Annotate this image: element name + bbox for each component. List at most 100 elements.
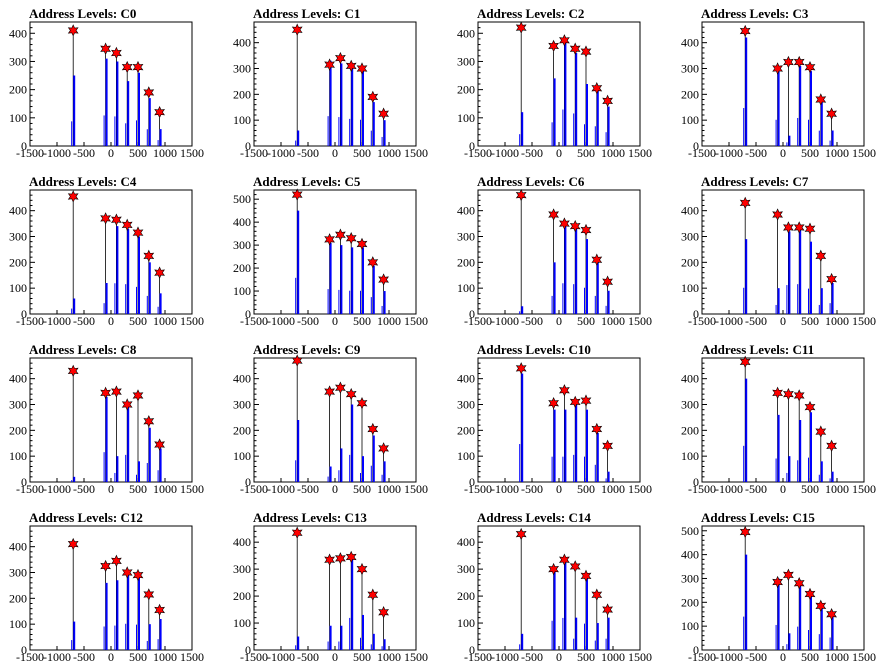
- x-tick-label: 500: [129, 482, 147, 496]
- histogram-svg: Address Levels: C3 0 100 200 300 400 -1500 -100…: [681, 6, 876, 160]
- x-tick-label: -1500: [240, 314, 268, 328]
- peak-marker-star: [121, 218, 133, 232]
- x-tick-label: -500: [297, 146, 319, 160]
- peak-marker-star: [783, 387, 794, 401]
- x-tick-label: -1000: [491, 314, 519, 328]
- histogram-svg: Address Levels: C4 0 100 200 300 400 -1500 -100…: [9, 174, 204, 328]
- y-tick-label: 200: [9, 255, 27, 269]
- x-tick-label: -1000: [43, 314, 71, 328]
- x-tick-label: -500: [73, 314, 95, 328]
- peak-marker-star: [324, 233, 335, 246]
- chart-title: Address Levels: C5: [253, 174, 361, 189]
- peak-marker-star: [569, 395, 581, 409]
- histogram-panel: Address Levels: C12 0 100 200 300 400 -1500 -10…: [0, 504, 224, 672]
- y-tick-label: 400: [681, 204, 699, 218]
- y-tick-label: 0: [21, 139, 27, 153]
- y-tick-label: 300: [457, 398, 475, 412]
- peak-marker-star: [100, 559, 111, 573]
- peak-marker-star: [602, 94, 613, 108]
- peak-marker-star: [143, 249, 155, 263]
- peak-marker-star: [132, 226, 144, 239]
- plot-frame: [701, 189, 865, 315]
- chart-title: Address Levels: C2: [477, 6, 584, 21]
- chart-title: Address Levels: C10: [477, 342, 591, 357]
- chart-title: Address Levels: C6: [477, 174, 585, 189]
- x-tick-label: 1000: [153, 482, 177, 496]
- peak-marker-star: [291, 354, 303, 367]
- peak-marker-star: [548, 208, 559, 221]
- peak-marker-star: [67, 537, 79, 551]
- histogram-panel: Address Levels: C3 0 100 200 300 400 -1500 -100…: [672, 0, 896, 168]
- y-tick-label: 400: [9, 26, 27, 40]
- y-tick-label: 300: [457, 562, 475, 576]
- x-tick-label: -500: [73, 482, 95, 496]
- peak-marker-star: [111, 554, 122, 568]
- peak-marker-star: [772, 62, 783, 75]
- peak-marker-star: [111, 213, 122, 226]
- y-tick-label: 200: [233, 589, 251, 603]
- histogram-panel: Address Levels: C1 0 100 200 300 400 -1500 -100…: [224, 0, 448, 168]
- histogram-panel: Address Levels: C13 0 100 200 300 400 -1500 -10…: [224, 504, 448, 672]
- peak-marker-star: [826, 439, 837, 453]
- y-tick-label: 100: [681, 619, 699, 633]
- peak-marker-star: [132, 389, 144, 402]
- peak-marker-star: [793, 221, 805, 234]
- x-tick-label: 500: [577, 146, 595, 160]
- x-tick-label: -1500: [16, 482, 44, 496]
- peak-marker-star: [335, 228, 346, 242]
- x-tick-label: -500: [521, 314, 543, 328]
- x-tick-label: 1000: [153, 650, 177, 664]
- peak-marker-star: [559, 217, 570, 230]
- x-tick-label: 1000: [377, 650, 401, 664]
- peak-marker-star: [826, 272, 837, 286]
- y-tick-label: 500: [681, 524, 699, 538]
- y-tick-label: 400: [233, 372, 251, 386]
- y-tick-label: 300: [9, 54, 27, 68]
- peak-marker-star: [100, 212, 111, 225]
- peak-marker-star: [132, 60, 144, 74]
- x-tick-label: 0: [332, 482, 338, 496]
- peak-marker-star: [378, 107, 389, 120]
- peak-marker-star: [335, 381, 346, 394]
- y-tick-label: 300: [457, 54, 475, 68]
- peak-marker-star: [772, 386, 783, 400]
- peak-marker-star: [356, 62, 368, 75]
- peak-marker-star: [356, 562, 368, 576]
- peak-marker-star: [345, 387, 357, 401]
- x-tick-label: 0: [780, 146, 786, 160]
- plot-frame: [477, 21, 641, 147]
- peak-marker-star: [515, 188, 527, 202]
- y-tick-label: 0: [245, 475, 251, 489]
- y-tick-label: 100: [681, 449, 699, 463]
- peak-marker-star: [143, 415, 155, 428]
- chart-title: Address Levels: C3: [701, 6, 809, 21]
- peak-marker-star: [559, 34, 570, 47]
- peak-marker-star: [580, 45, 592, 58]
- y-tick-label: 100: [233, 113, 251, 127]
- peak-marker-star: [335, 552, 346, 565]
- x-tick-label: 1000: [825, 482, 849, 496]
- peak-marker-star: [548, 39, 559, 53]
- x-tick-label: -500: [297, 650, 319, 664]
- x-tick-label: 1000: [377, 314, 401, 328]
- y-tick-label: 0: [245, 643, 251, 657]
- y-tick-label: 0: [469, 475, 475, 489]
- plot-frame: [701, 525, 865, 651]
- x-tick-label: 1000: [825, 650, 849, 664]
- y-tick-label: 100: [681, 281, 699, 295]
- y-tick-label: 300: [681, 571, 699, 585]
- chart-title: Address Levels: C13: [253, 510, 367, 525]
- peak-marker-star: [783, 221, 794, 234]
- y-tick-label: 400: [233, 535, 251, 549]
- y-tick-label: 400: [457, 26, 475, 40]
- y-tick-label: 0: [245, 307, 251, 321]
- y-tick-label: 200: [681, 87, 699, 101]
- x-tick-label: 1500: [180, 146, 204, 160]
- peak-marker-star: [143, 588, 155, 601]
- x-tick-label: 1500: [404, 650, 428, 664]
- x-tick-label: 500: [577, 314, 595, 328]
- y-tick-label: 100: [457, 281, 475, 295]
- x-tick-label: 1500: [852, 482, 876, 496]
- peak-marker-star: [602, 439, 613, 453]
